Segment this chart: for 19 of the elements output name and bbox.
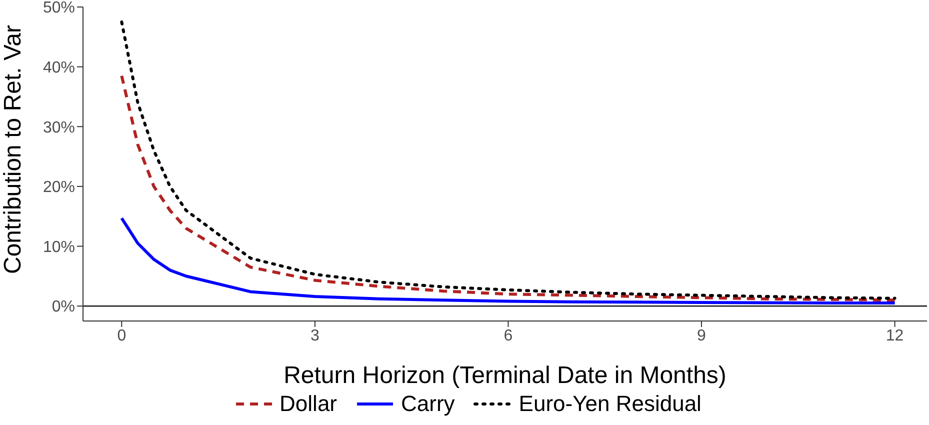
legend-label: Euro-Yen Residual <box>518 391 702 417</box>
x-tick-label: 6 <box>504 327 513 344</box>
legend-label: Dollar <box>280 391 338 417</box>
x-tick-label: 12 <box>886 327 904 344</box>
legend-label: Carry <box>401 391 455 417</box>
y-tick-label: 10% <box>42 238 75 256</box>
y-tick-label: 40% <box>42 59 75 76</box>
x-tick-label: 3 <box>310 327 320 344</box>
y-tick-label: 20% <box>42 179 75 196</box>
y-tick-label: 0% <box>52 298 75 316</box>
x-tick-label: 9 <box>697 327 706 344</box>
line-series <box>120 74 896 302</box>
line-series <box>120 20 896 300</box>
y-tick-label: 30% <box>42 119 75 136</box>
y-axis-title: Contribution to Ret. Var <box>0 24 27 274</box>
line-series <box>120 216 896 305</box>
x-axis-title: Return Horizon (Terminal Date in Months) <box>284 362 726 389</box>
y-tick-label: 50% <box>42 0 75 17</box>
x-tick-label: 0 <box>117 327 126 344</box>
